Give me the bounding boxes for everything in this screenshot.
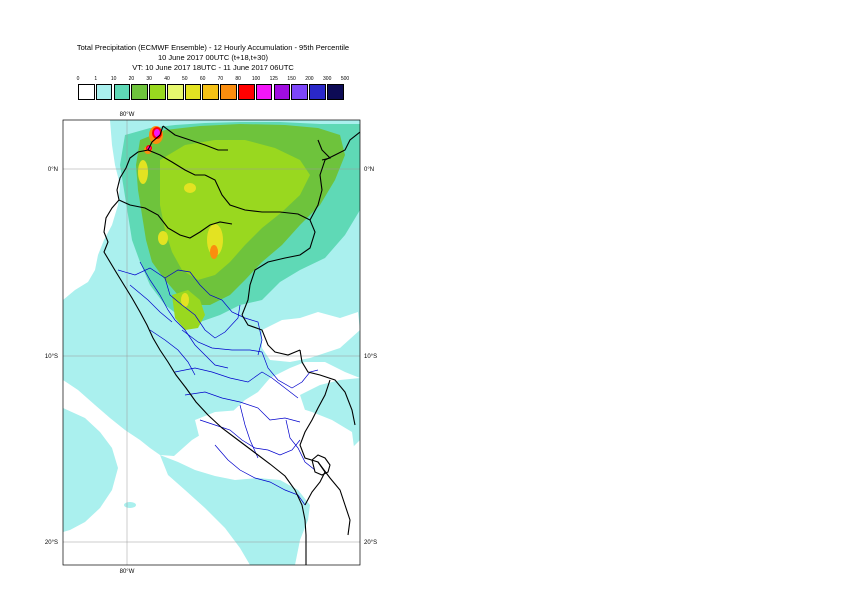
coastline bbox=[103, 125, 360, 565]
map-subtitle-valid-time: VT: 10 June 2017 18UTC - 11 June 2017 06… bbox=[132, 63, 294, 72]
legend-tick-label: 30 bbox=[146, 76, 152, 82]
legend-tick-label: 125 bbox=[269, 76, 278, 82]
legend-tick-label: 500 bbox=[340, 76, 350, 82]
legend-color-box bbox=[131, 84, 148, 100]
legend-color-boxes bbox=[78, 84, 345, 100]
precip-area-light-south bbox=[63, 408, 118, 532]
graticule bbox=[63, 120, 360, 565]
legend-color-box bbox=[238, 84, 255, 100]
legend-tick-label: 300 bbox=[323, 76, 332, 82]
precip-area-light-coast bbox=[160, 455, 310, 565]
legend-tick-label: 150 bbox=[287, 76, 296, 82]
legend-tick-label: 10 bbox=[110, 76, 117, 82]
lat-label-right-10s: 10°S bbox=[364, 354, 377, 360]
admin-boundaries bbox=[117, 261, 319, 506]
lat-label-left-10s: 10°S bbox=[45, 354, 58, 360]
legend-color-box bbox=[291, 84, 308, 100]
lat-label-right-20s: 20°S bbox=[364, 540, 377, 546]
legend-tick-label: 80 bbox=[235, 76, 241, 82]
legend-color-box bbox=[273, 84, 291, 100]
lon-label-bottom: 80°W bbox=[120, 569, 135, 575]
lat-label-left-20s: 20°S bbox=[45, 540, 58, 546]
legend-color-box bbox=[202, 84, 220, 100]
legend-color-box bbox=[78, 84, 95, 100]
legend-color-box bbox=[220, 84, 237, 100]
precipitation-field bbox=[63, 120, 360, 565]
clear-area bbox=[262, 312, 360, 362]
legend-tick-label: 50 bbox=[182, 76, 188, 82]
map-frame bbox=[62, 119, 361, 566]
precip-area-light-blobs bbox=[63, 300, 136, 521]
legend-color-box bbox=[326, 84, 344, 100]
legend-tick-label: 60 bbox=[199, 76, 206, 82]
map-subtitle-base-time: 10 June 2017 00UTC (t+18,t+30) bbox=[157, 53, 269, 62]
precipitation-legend: 0 1 10 20 30 40 50 60 70 80 100 125 150 200 300 500 bbox=[76, 76, 350, 102]
legend-color-box bbox=[184, 84, 202, 100]
legend-tick-label: 70 bbox=[217, 76, 224, 82]
legend-tick-label: 200 bbox=[305, 76, 314, 82]
clear-area-south bbox=[195, 405, 355, 478]
lat-label-left-0: 0°N bbox=[48, 167, 58, 173]
legend-tick-label: 20 bbox=[128, 76, 135, 82]
legend-tick-label: 1 bbox=[94, 76, 98, 82]
legend-color-box bbox=[95, 84, 113, 100]
legend-color-box bbox=[255, 84, 273, 100]
legend-color-box bbox=[166, 84, 184, 100]
map-title: Total Precipitation (ECMWF Ensemble) - 1… bbox=[76, 43, 350, 52]
lat-label-right-0: 0°N bbox=[364, 167, 374, 173]
precip-area-yellow bbox=[138, 160, 223, 307]
legend-color-box bbox=[149, 84, 166, 100]
legend-tick-label: 0 bbox=[76, 76, 80, 82]
legend-color-box bbox=[113, 84, 131, 100]
legend-tick-label: 100 bbox=[251, 76, 261, 82]
legend-tick-label: 40 bbox=[164, 76, 170, 82]
legend-color-box bbox=[309, 84, 326, 100]
lon-label-top: 80°W bbox=[120, 112, 135, 118]
